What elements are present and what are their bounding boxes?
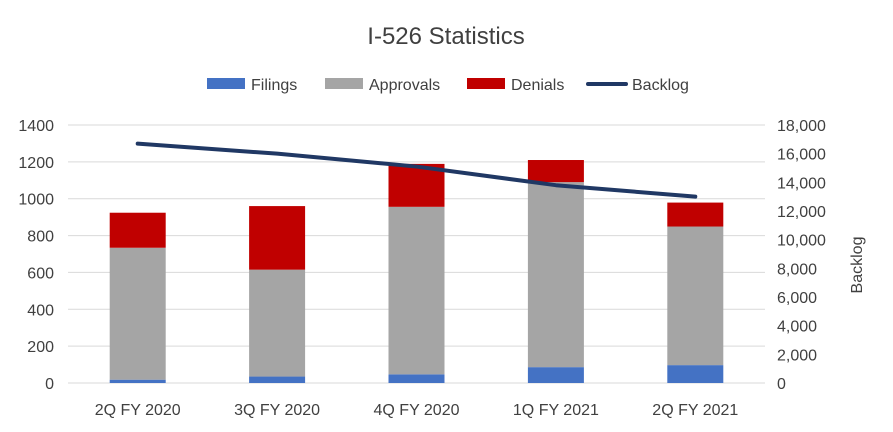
left-axis-tick-label: 800: [27, 229, 54, 246]
left-axis-tick-label: 600: [27, 265, 54, 282]
x-axis-ticks: 2Q FY 2020 3Q FY 2020 4Q FY 2020 1Q FY 2021…: [95, 402, 739, 419]
left-axis-tick-label: 1400: [18, 118, 54, 135]
bar-approvals: [527, 182, 584, 368]
legend-swatch-approvals: [325, 78, 363, 89]
bar-filings: [109, 379, 166, 383]
right-axis-title: Backlog: [849, 237, 866, 294]
bar-denials: [527, 160, 584, 183]
bar-filings: [388, 374, 445, 383]
right-axis-tick-label: 8,000: [777, 261, 817, 278]
bar-filings: [527, 367, 584, 383]
bar-approvals: [388, 206, 445, 375]
left-axis-ticks: 0 200 400 600 800 1000 1200 1400: [18, 118, 54, 393]
bar-approvals: [667, 226, 724, 366]
bars: [109, 160, 724, 383]
legend: Filings Approvals Denials Backlog: [207, 77, 689, 94]
right-axis-tick-label: 6,000: [777, 290, 817, 307]
right-axis-tick-label: 4,000: [777, 319, 817, 336]
backlog-line-group: [135, 141, 698, 199]
left-axis-tick-label: 0: [45, 376, 54, 393]
bar-denials: [249, 206, 306, 270]
right-axis-tick-label: 18,000: [777, 118, 826, 135]
bar-filings: [249, 376, 306, 383]
chart-title: I-526 Statistics: [367, 23, 524, 50]
legend-swatch-filings: [207, 78, 245, 89]
x-axis-tick-label: 2Q FY 2021: [652, 402, 738, 419]
bar-filings: [667, 365, 724, 383]
legend-label-approvals: Approvals: [369, 77, 440, 94]
bar-denials: [667, 202, 724, 227]
legend-swatch-denials: [467, 78, 505, 89]
line-backlog: [135, 141, 698, 199]
bar-approvals: [109, 247, 166, 380]
right-axis-tick-label: 2,000: [777, 347, 817, 364]
legend-label-denials: Denials: [511, 77, 564, 94]
right-axis-tick-label: 0: [777, 376, 786, 393]
legend-label-backlog: Backlog: [632, 77, 689, 94]
left-axis-tick-label: 1000: [18, 192, 54, 209]
right-axis-ticks: 0 2,000 4,000 6,000 8,000 10,000 12,000 14,000 1…: [777, 118, 826, 393]
x-axis-tick-label: 1Q FY 2021: [513, 402, 599, 419]
x-axis-tick-label: 4Q FY 2020: [374, 402, 460, 419]
legend-label-filings: Filings: [251, 77, 297, 94]
bar-denials: [109, 212, 166, 248]
x-axis-tick-label: 3Q FY 2020: [234, 402, 320, 419]
left-axis-tick-label: 200: [27, 339, 54, 356]
right-axis-tick-label: 16,000: [777, 147, 826, 164]
left-axis-tick-label: 400: [27, 302, 54, 319]
x-axis-tick-label: 2Q FY 2020: [95, 402, 181, 419]
bar-approvals: [249, 269, 306, 377]
right-axis-tick-label: 14,000: [777, 175, 826, 192]
right-axis-tick-label: 12,000: [777, 204, 826, 221]
right-axis-tick-label: 10,000: [777, 233, 826, 250]
left-axis-tick-label: 1200: [18, 155, 54, 172]
